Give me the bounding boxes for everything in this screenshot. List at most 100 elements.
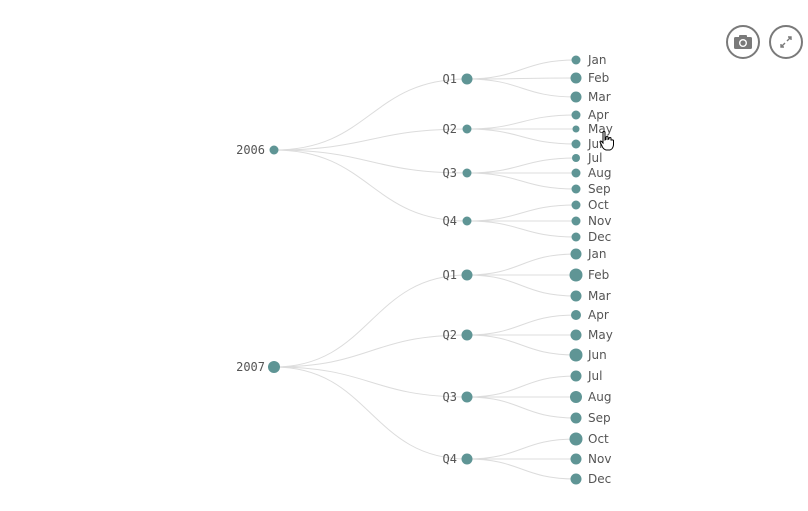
month-node[interactable]: [570, 370, 582, 382]
month-label: Jun: [587, 137, 607, 151]
month-node[interactable]: [571, 55, 581, 65]
link-quarter-month: [466, 458, 577, 480]
link-quarter-month: [466, 172, 577, 190]
quarter-label: Q3: [443, 166, 457, 180]
month-node[interactable]: [571, 139, 581, 149]
tree-links: [273, 59, 577, 480]
quarter-label: Q2: [443, 122, 457, 136]
month-label: Aug: [588, 390, 611, 404]
month-label: Feb: [588, 71, 609, 85]
month-label: Dec: [588, 230, 611, 244]
link-year-quarter: [273, 274, 468, 368]
camera-icon: [734, 35, 752, 49]
month-node[interactable]: [571, 216, 581, 226]
month-label: Mar: [588, 90, 611, 104]
month-node[interactable]: [571, 184, 581, 194]
month-label: Jan: [587, 247, 607, 261]
month-node[interactable]: [571, 168, 581, 178]
month-node[interactable]: [571, 232, 581, 242]
quarter-node[interactable]: [462, 124, 472, 134]
month-label: Feb: [588, 268, 609, 282]
link-quarter-month: [466, 59, 577, 80]
quarter-label: Q3: [443, 390, 457, 404]
month-label: Nov: [588, 452, 611, 466]
month-label: Apr: [588, 108, 609, 122]
tree-nodes: 2006Q1JanFebMarQ2AprMayJunQ3JulAugSepQ4O…: [236, 53, 613, 486]
month-node[interactable]: [570, 473, 582, 485]
year-label: 2007: [236, 360, 265, 374]
year-node[interactable]: [269, 145, 279, 155]
month-label: Oct: [588, 432, 609, 446]
month-node[interactable]: [570, 290, 582, 302]
month-node[interactable]: [571, 200, 581, 210]
quarter-node[interactable]: [461, 453, 473, 465]
link-year-quarter: [273, 366, 468, 398]
month-node[interactable]: [570, 91, 582, 103]
month-node[interactable]: [570, 329, 582, 341]
expand-icon: [780, 36, 792, 48]
quarter-node[interactable]: [461, 73, 473, 85]
link-quarter-month: [466, 253, 577, 276]
month-label: May: [588, 122, 613, 136]
quarter-node[interactable]: [462, 216, 472, 226]
quarter-label: Q1: [443, 72, 457, 86]
month-label: Sep: [588, 411, 611, 425]
link-quarter-month: [466, 396, 577, 419]
link-quarter-month: [466, 204, 577, 222]
month-node[interactable]: [570, 412, 582, 424]
quarter-label: Q1: [443, 268, 457, 282]
year-label: 2006: [236, 143, 265, 157]
link-year-quarter: [273, 128, 468, 151]
month-label: Jul: [587, 369, 602, 383]
quarter-label: Q4: [443, 214, 457, 228]
expand-button[interactable]: [769, 25, 803, 59]
month-label: Dec: [588, 472, 611, 486]
month-label: Sep: [588, 182, 611, 196]
month-node[interactable]: [569, 432, 583, 446]
month-node[interactable]: [570, 453, 582, 465]
link-quarter-month: [466, 114, 577, 130]
link-year-quarter: [273, 149, 468, 222]
link-quarter-month: [466, 375, 577, 398]
link-quarter-month: [466, 77, 577, 80]
quarter-node[interactable]: [461, 269, 473, 281]
month-label: Oct: [588, 198, 609, 212]
snapshot-button[interactable]: [726, 25, 760, 59]
month-label: Jan: [587, 53, 607, 67]
month-node[interactable]: [570, 391, 582, 403]
month-node[interactable]: [571, 110, 581, 120]
month-label: Jul: [587, 151, 602, 165]
link-year-quarter: [273, 78, 468, 151]
link-quarter-month: [466, 438, 577, 460]
month-node[interactable]: [569, 268, 583, 282]
link-quarter-month: [466, 334, 577, 356]
quarter-node[interactable]: [461, 329, 473, 341]
year-node[interactable]: [268, 361, 280, 373]
link-year-quarter: [273, 149, 468, 174]
quarter-label: Q4: [443, 452, 457, 466]
month-label: Aug: [588, 166, 611, 180]
link-quarter-month: [466, 314, 577, 336]
link-year-quarter: [273, 366, 468, 460]
link-quarter-month: [466, 78, 577, 98]
quarter-node[interactable]: [461, 391, 473, 403]
link-quarter-month: [466, 157, 577, 174]
month-node[interactable]: [570, 72, 582, 84]
month-node[interactable]: [570, 248, 582, 260]
month-label: Jun: [587, 348, 607, 362]
quarter-label: Q2: [443, 328, 457, 342]
month-label: May: [588, 328, 613, 342]
month-label: Apr: [588, 308, 609, 322]
link-year-quarter: [273, 334, 468, 368]
link-quarter-month: [466, 274, 577, 297]
month-node[interactable]: [572, 125, 580, 133]
month-node[interactable]: [572, 154, 580, 162]
month-label: Nov: [588, 214, 611, 228]
month-node[interactable]: [571, 310, 581, 320]
quarter-node[interactable]: [462, 168, 472, 178]
month-node[interactable]: [569, 348, 583, 362]
month-label: Mar: [588, 289, 611, 303]
hand-cursor-icon: [599, 131, 614, 151]
link-quarter-month: [466, 220, 577, 238]
